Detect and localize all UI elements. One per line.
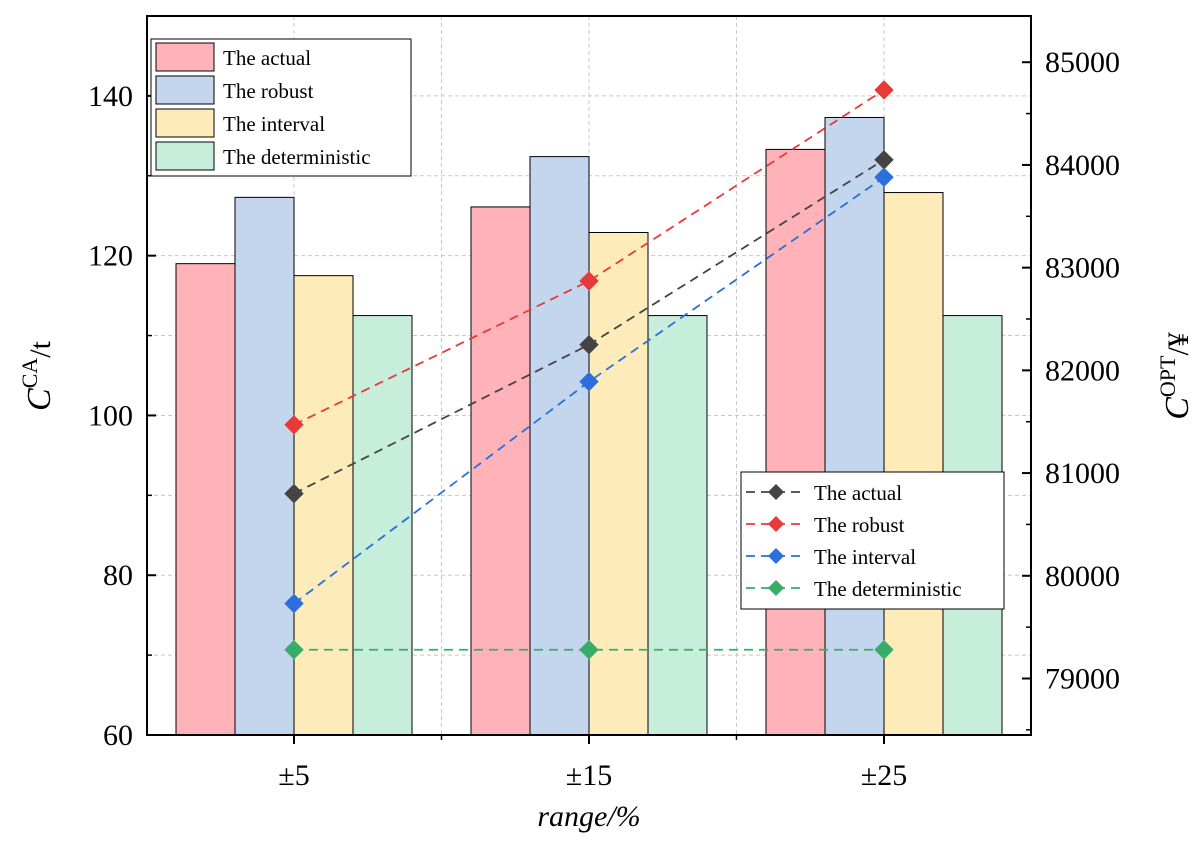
line-layer [284, 80, 894, 660]
x-axis-title: range/% [537, 800, 640, 833]
line-legend-marker [768, 516, 784, 532]
bar-actual-2 [765, 148, 826, 736]
x-tick-label: ±5 [278, 759, 309, 792]
line-legend-label: The interval [814, 545, 916, 569]
bar-actual-1 [470, 206, 531, 736]
left-axis-superscript: CA [17, 358, 42, 389]
marker-interval-1 [579, 371, 599, 392]
bar-legend-label: The actual [223, 46, 311, 70]
bar-robust-0 [234, 196, 295, 736]
bar-interval-2 [883, 192, 944, 736]
right-tick-label: 79000 [1045, 663, 1120, 696]
bar-legend-swatch [155, 141, 215, 171]
legends: The actual The robust The interval The dete… [150, 38, 1005, 610]
left-tick-label: 120 [88, 240, 133, 273]
line-interval [293, 176, 885, 605]
line-legend-marker [768, 580, 784, 596]
x-tick-label: ±15 [566, 759, 612, 792]
x-tick-label: ±25 [861, 759, 907, 792]
bar-interval-1 [588, 231, 649, 736]
left-axis-unit: /t [24, 340, 57, 357]
bar-deterministic-0 [352, 315, 413, 736]
right-tick-label: 81000 [1045, 457, 1120, 490]
line-robust [293, 89, 885, 426]
left-axis-title: CCA/t [17, 340, 58, 411]
left-axis-symbol: C [21, 388, 58, 411]
line-legend-label: The actual [814, 481, 902, 505]
right-axis-superscript: OPT [1155, 355, 1180, 397]
marker-deterministic-2 [874, 640, 894, 660]
marker-robust-0 [284, 415, 304, 435]
bar-deterministic-1 [647, 315, 708, 736]
bar-robust-1 [529, 156, 590, 736]
bar-interval-0 [293, 275, 354, 736]
marker-interval-2 [874, 167, 894, 187]
line-legend-marker [768, 548, 784, 564]
bar-layer [175, 116, 1003, 736]
bar-legend-swatch [155, 108, 215, 138]
right-tick-label: 84000 [1045, 149, 1120, 182]
line-legend-label: The deterministic [814, 577, 962, 601]
bar-legend-swatch [155, 42, 215, 72]
marker-actual-0 [284, 483, 304, 504]
bar-actual-0 [175, 263, 236, 736]
right-tick-label: 85000 [1045, 46, 1120, 79]
right-axis-unit: /¥ [1162, 332, 1195, 355]
left-tick-label: 100 [88, 399, 133, 432]
marker-robust-2 [874, 80, 894, 100]
marker-actual-1 [579, 334, 599, 355]
line-legend-box [740, 471, 1005, 610]
marker-deterministic-0 [284, 640, 304, 660]
left-tick-label: 140 [88, 80, 133, 113]
bar-legend-label: The deterministic [223, 145, 371, 169]
bar-legend-label: The robust [223, 79, 314, 103]
right-axis-title: COPT/¥ [1155, 332, 1196, 420]
line-legend-label: The robust [814, 513, 905, 537]
axes: 60 80 100 120 140 79000 80000 81000 82000 83000 84… [17, 15, 1196, 833]
right-tick-label: 82000 [1045, 354, 1120, 387]
line-legend-marker [768, 484, 784, 500]
marker-interval-0 [284, 593, 304, 614]
bar-legend-swatch [155, 75, 215, 105]
bar-robust-2 [824, 116, 885, 736]
left-tick-label: 60 [103, 719, 133, 752]
right-tick-label: 83000 [1045, 252, 1120, 285]
left-tick-label: 80 [103, 559, 133, 592]
marker-robust-1 [579, 271, 599, 291]
right-axis-symbol: C [1159, 397, 1196, 420]
right-tick-label: 80000 [1045, 560, 1120, 593]
bar-legend-label: The interval [223, 112, 325, 136]
marker-deterministic-1 [579, 640, 599, 660]
